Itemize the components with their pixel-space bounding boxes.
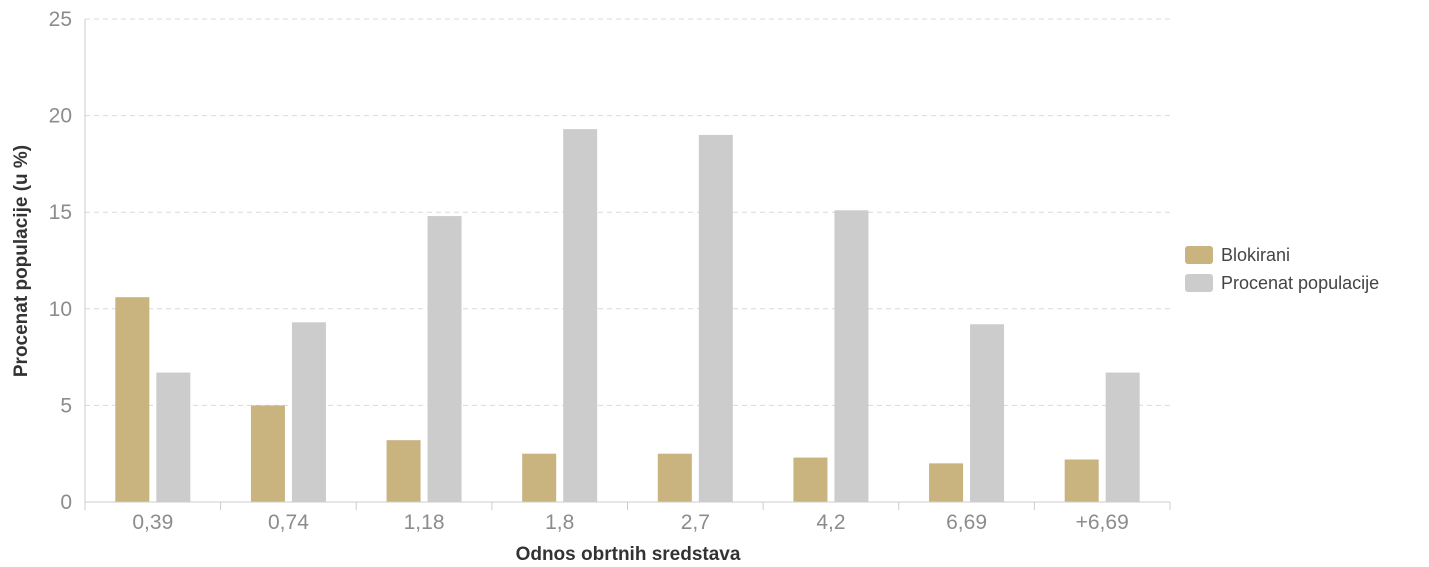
bar-procenat-populacije xyxy=(1105,372,1140,502)
bar-blokirani xyxy=(522,453,557,502)
x-tick-label: 6,69 xyxy=(946,511,987,534)
x-axis-title: Odnos obrtnih sredstava xyxy=(516,544,741,565)
legend-swatch xyxy=(1185,274,1213,292)
bar-blokirani xyxy=(386,440,421,502)
legend-swatch xyxy=(1185,246,1213,264)
bar-procenat-populacije xyxy=(698,134,733,503)
legend-label: Blokirani xyxy=(1221,245,1290,265)
x-tick-label: 0,74 xyxy=(268,511,309,534)
y-tick-labels: 0 5 10 15 20 25 xyxy=(49,8,72,514)
x-tick-label: 0,39 xyxy=(132,511,173,534)
bar-blokirani xyxy=(929,463,964,502)
bar-blokirani xyxy=(1064,459,1099,502)
bar-procenat-populacije xyxy=(563,129,598,502)
bar-blokirani xyxy=(250,405,285,502)
gridlines xyxy=(85,18,1170,406)
bar-procenat-populacije xyxy=(291,322,326,502)
y-tick-label: 0 xyxy=(60,491,72,514)
y-tick-label: 25 xyxy=(49,8,72,31)
y-tick-label: 15 xyxy=(49,201,72,224)
bar-procenat-populacije xyxy=(970,324,1005,502)
x-tick-label: +6,69 xyxy=(1076,511,1129,534)
y-axis-title: Procenat populacije (u %) xyxy=(11,145,32,377)
axes xyxy=(84,19,1171,510)
bars xyxy=(115,129,1140,503)
bar-blokirani xyxy=(657,453,692,502)
y-tick-label: 5 xyxy=(60,394,72,417)
y-tick-label: 20 xyxy=(49,105,72,128)
bar-blokirani xyxy=(793,457,828,502)
x-tick-labels: 0,39 0,74 1,18 1,8 2,7 4,2 6,69 +6,69 xyxy=(132,511,1128,534)
x-tick-label: 2,7 xyxy=(681,511,710,534)
x-tick-label: 4,2 xyxy=(816,511,845,534)
y-tick-label: 10 xyxy=(49,298,72,321)
legend: Blokirani Procenat populacije xyxy=(1185,245,1379,293)
legend-label: Procenat populacije xyxy=(1221,273,1379,293)
x-tick-label: 1,18 xyxy=(404,511,445,534)
x-tick-label: 1,8 xyxy=(545,511,574,534)
bar-procenat-populacije xyxy=(834,210,869,502)
bar-procenat-populacije xyxy=(427,216,462,502)
bar-blokirani xyxy=(115,297,150,502)
bar-procenat-populacije xyxy=(156,372,191,502)
